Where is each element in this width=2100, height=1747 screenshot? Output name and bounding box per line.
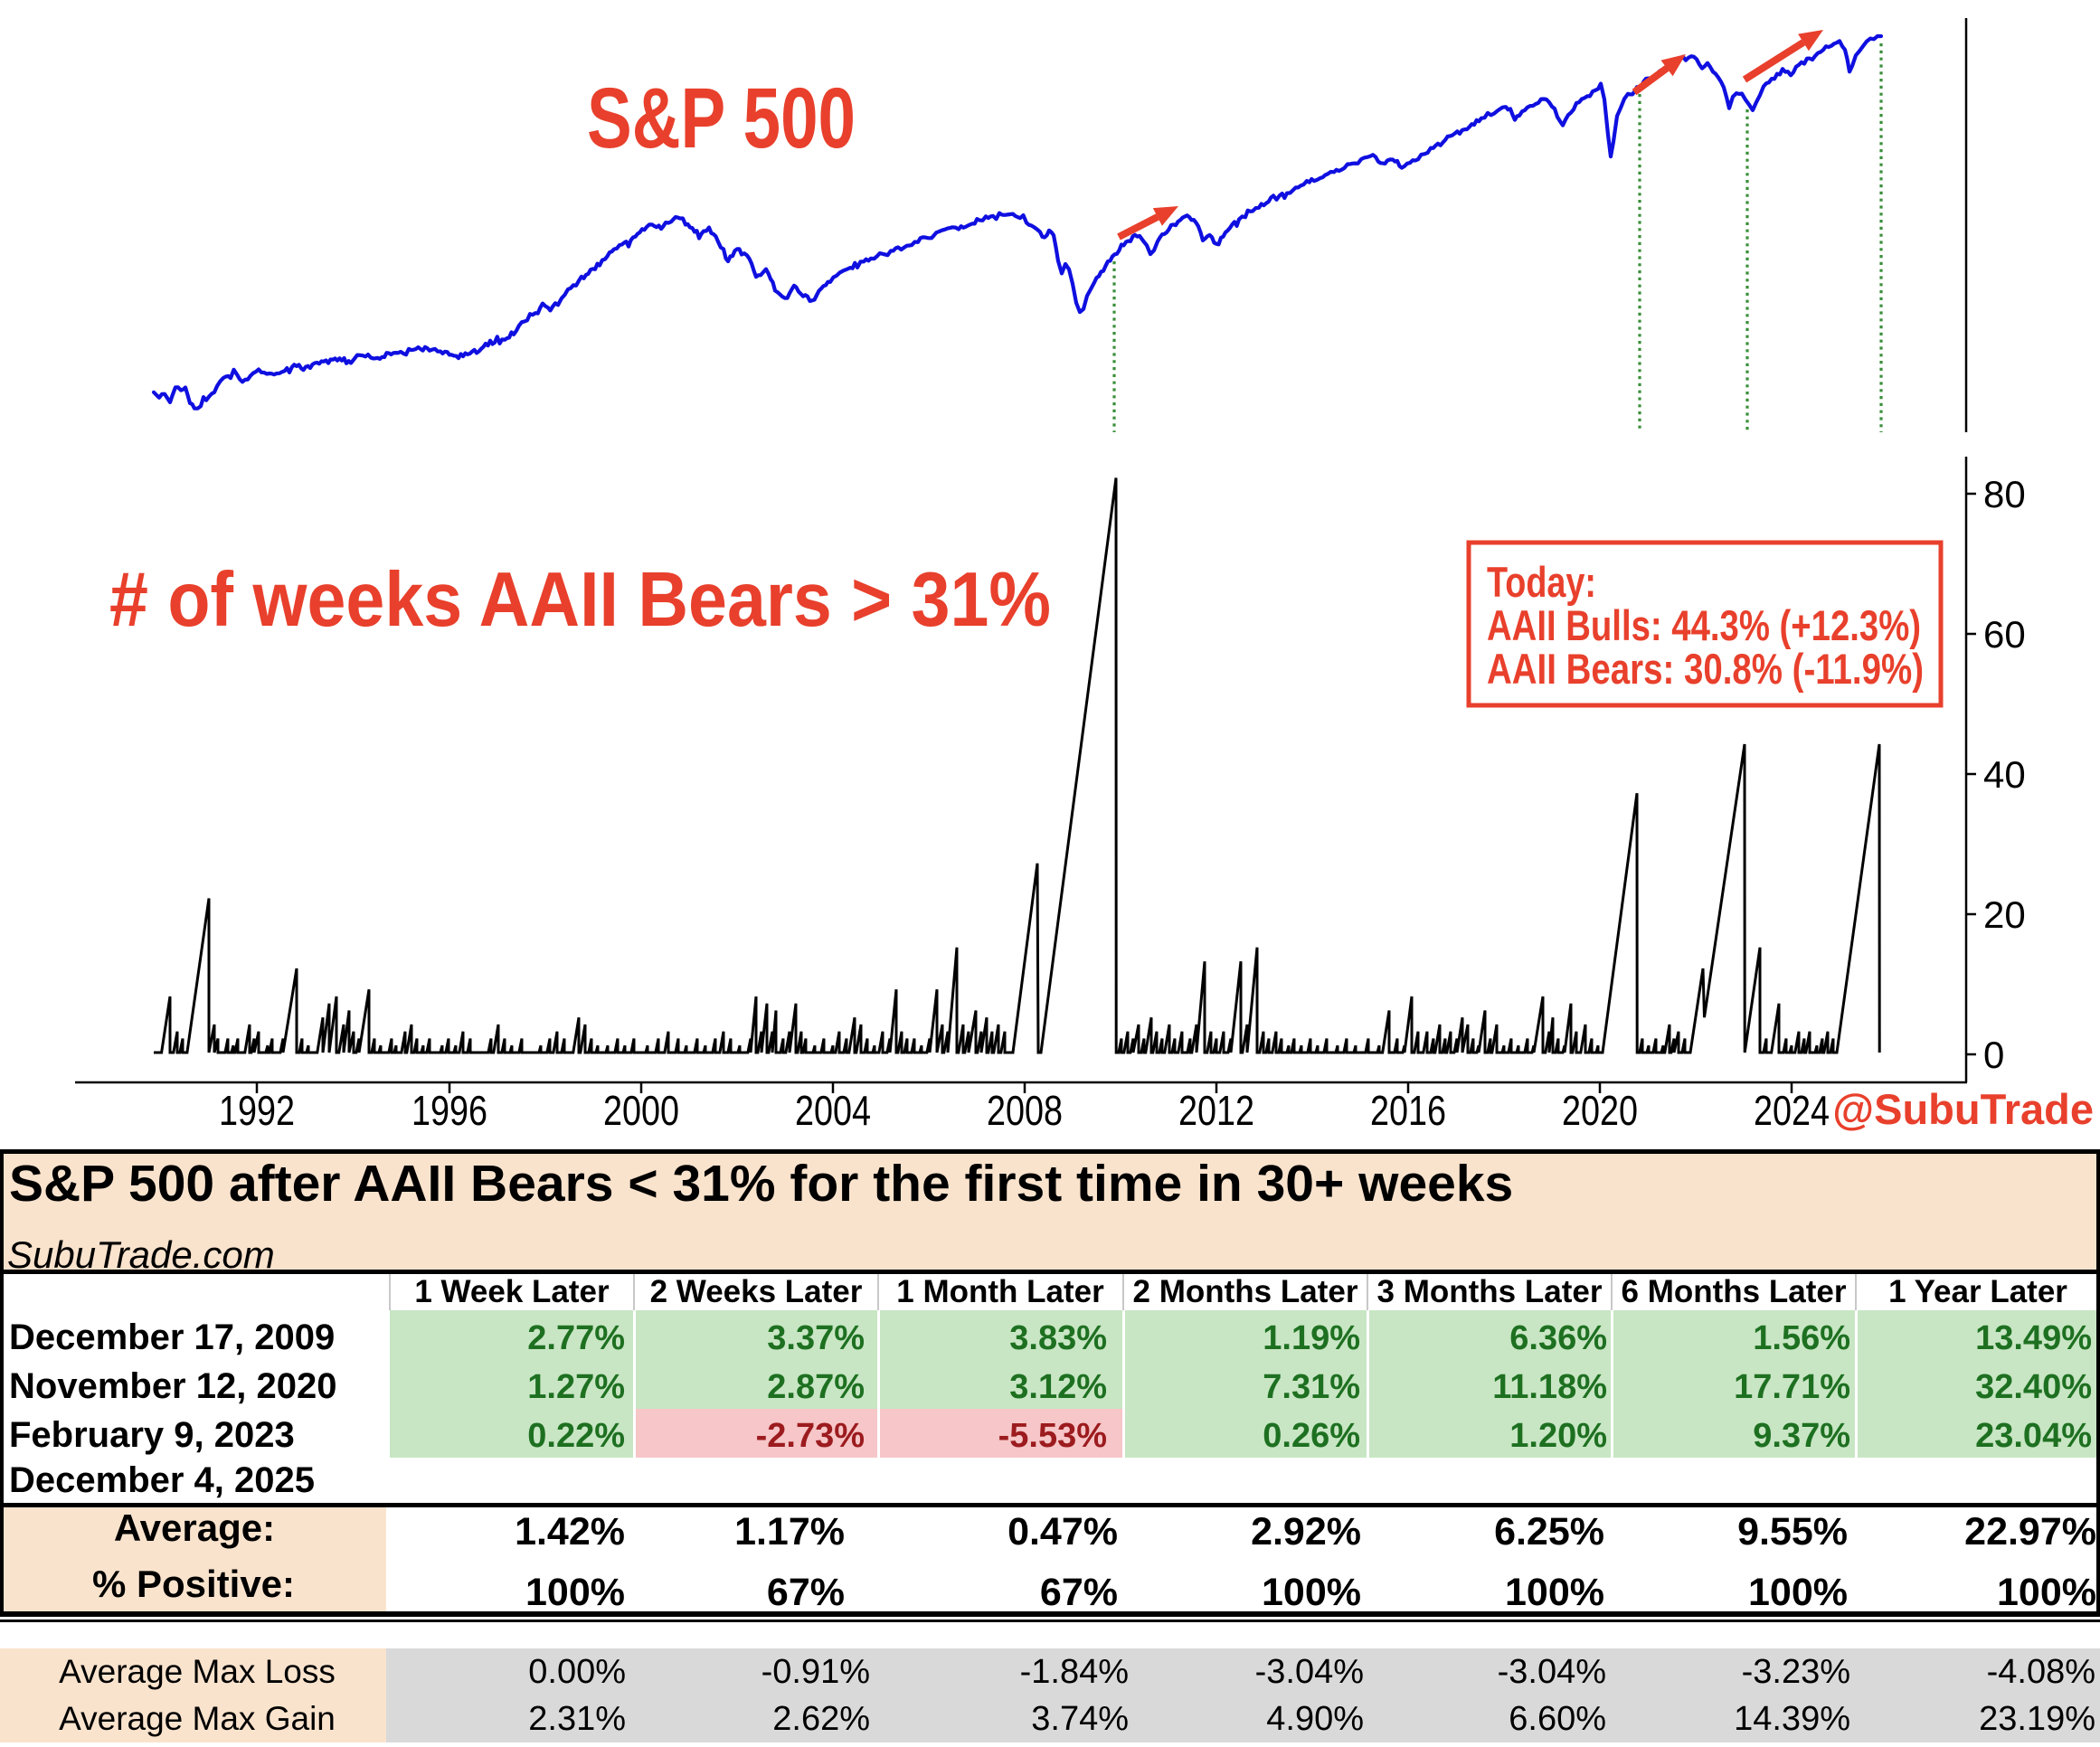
svg-text:1.20%: 1.20% — [1509, 1417, 1607, 1455]
svg-text:-1.84%: -1.84% — [1020, 1653, 1129, 1691]
svg-text:3.83%: 3.83% — [1009, 1319, 1107, 1357]
svg-text:0.26%: 0.26% — [1263, 1417, 1360, 1455]
svg-text:2.92%: 2.92% — [1251, 1510, 1361, 1553]
svg-text:4.90%: 4.90% — [1266, 1700, 1364, 1738]
svg-text:1996: 1996 — [411, 1087, 487, 1134]
svg-text:1 Week Later: 1 Week Later — [414, 1274, 610, 1309]
svg-text:December 4, 2025: December 4, 2025 — [9, 1460, 315, 1500]
svg-text:2004: 2004 — [795, 1087, 871, 1134]
svg-text:0: 0 — [1983, 1034, 2004, 1076]
svg-text:6.36%: 6.36% — [1509, 1319, 1607, 1357]
svg-text:AAII Bears: 30.8% (-11.9%): AAII Bears: 30.8% (-11.9%) — [1487, 645, 1924, 693]
svg-text:67%: 67% — [1040, 1571, 1118, 1614]
svg-text:% Positive:: % Positive: — [92, 1563, 295, 1605]
svg-text:# of weeks AAII Bears > 31%: # of weeks AAII Bears > 31% — [109, 557, 1051, 643]
svg-text:9.37%: 9.37% — [1753, 1417, 1850, 1455]
svg-text:S&P 500: S&P 500 — [587, 71, 856, 166]
svg-text:December 17, 2009: December 17, 2009 — [9, 1317, 335, 1357]
svg-text:14.39%: 14.39% — [1734, 1700, 1850, 1738]
svg-text:6 Months Later: 6 Months Later — [1622, 1274, 1847, 1309]
svg-text:100%: 100% — [1997, 1571, 2096, 1614]
svg-text:100%: 100% — [525, 1571, 625, 1614]
svg-text:60: 60 — [1983, 613, 2026, 656]
svg-text:-2.73%: -2.73% — [756, 1417, 865, 1455]
svg-text:11.18%: 11.18% — [1492, 1368, 1607, 1406]
svg-text:2 Months Later: 2 Months Later — [1133, 1274, 1358, 1309]
svg-text:23.19%: 23.19% — [1979, 1700, 2095, 1738]
svg-text:1992: 1992 — [219, 1087, 295, 1134]
svg-text:-3.04%: -3.04% — [1255, 1653, 1364, 1691]
svg-text:3.74%: 3.74% — [1031, 1700, 1129, 1738]
svg-text:Average Max Gain: Average Max Gain — [59, 1700, 336, 1737]
svg-text:2.77%: 2.77% — [527, 1319, 625, 1357]
svg-text:Today:: Today: — [1487, 558, 1596, 606]
svg-text:2012: 2012 — [1178, 1087, 1254, 1134]
svg-text:-3.23%: -3.23% — [1742, 1653, 1850, 1691]
svg-text:100%: 100% — [1505, 1571, 1604, 1614]
svg-text:2 Weeks Later: 2 Weeks Later — [650, 1274, 863, 1309]
svg-text:6.25%: 6.25% — [1494, 1510, 1604, 1553]
svg-text:22.97%: 22.97% — [1964, 1510, 2096, 1553]
svg-text:3.12%: 3.12% — [1009, 1368, 1107, 1406]
svg-text:0.47%: 0.47% — [1007, 1510, 1118, 1553]
svg-text:100%: 100% — [1748, 1571, 1848, 1614]
svg-text:November 12, 2020: November 12, 2020 — [9, 1366, 336, 1406]
svg-text:February 9, 2023: February 9, 2023 — [9, 1415, 295, 1455]
svg-text:2020: 2020 — [1562, 1087, 1638, 1134]
svg-text:-5.53%: -5.53% — [998, 1417, 1107, 1455]
svg-text:7.31%: 7.31% — [1263, 1368, 1360, 1406]
svg-text:17.71%: 17.71% — [1734, 1368, 1850, 1406]
svg-text:-3.04%: -3.04% — [1498, 1653, 1606, 1691]
svg-text:2024: 2024 — [1754, 1087, 1830, 1134]
svg-text:3 Months Later: 3 Months Later — [1377, 1274, 1603, 1309]
svg-text:6.60%: 6.60% — [1509, 1700, 1606, 1738]
svg-text:1.56%: 1.56% — [1753, 1319, 1850, 1357]
svg-text:40: 40 — [1983, 753, 2026, 796]
svg-text:-4.08%: -4.08% — [1987, 1653, 2095, 1691]
svg-text:1 Year Later: 1 Year Later — [1888, 1274, 2067, 1309]
svg-text:2000: 2000 — [603, 1087, 679, 1134]
svg-text:13.49%: 13.49% — [1975, 1319, 2092, 1357]
svg-text:0.22%: 0.22% — [527, 1417, 625, 1455]
svg-text:@SubuTrade: @SubuTrade — [1832, 1085, 2094, 1133]
svg-text:2.31%: 2.31% — [528, 1700, 626, 1738]
svg-text:3.37%: 3.37% — [767, 1319, 865, 1357]
svg-text:-0.91%: -0.91% — [761, 1653, 870, 1691]
svg-text:23.04%: 23.04% — [1975, 1417, 2092, 1455]
svg-text:Average Max Loss: Average Max Loss — [59, 1653, 336, 1690]
svg-text:0.00%: 0.00% — [528, 1653, 626, 1691]
svg-text:2.87%: 2.87% — [767, 1368, 865, 1406]
svg-text:100%: 100% — [1262, 1571, 1361, 1614]
svg-text:67%: 67% — [767, 1571, 845, 1614]
svg-text:9.55%: 9.55% — [1737, 1510, 1848, 1553]
svg-text:1 Month Later: 1 Month Later — [896, 1274, 1104, 1309]
svg-text:SubuTrade.com: SubuTrade.com — [7, 1233, 275, 1276]
svg-text:1.19%: 1.19% — [1263, 1319, 1360, 1357]
svg-text:2016: 2016 — [1370, 1087, 1446, 1134]
svg-text:80: 80 — [1983, 473, 2026, 515]
svg-text:1.17%: 1.17% — [734, 1510, 845, 1553]
svg-text:S&P 500 after AAII Bears < 31%: S&P 500 after AAII Bears < 31% for the f… — [9, 1155, 1513, 1213]
svg-text:2.62%: 2.62% — [772, 1700, 870, 1738]
svg-text:2008: 2008 — [987, 1087, 1063, 1134]
svg-text:32.40%: 32.40% — [1975, 1368, 2092, 1406]
svg-text:20: 20 — [1983, 893, 2026, 936]
svg-text:Average:: Average: — [114, 1506, 275, 1549]
svg-text:AAII Bulls: 44.3% (+12.3%): AAII Bulls: 44.3% (+12.3%) — [1487, 601, 1921, 649]
svg-text:1.42%: 1.42% — [515, 1510, 625, 1553]
svg-text:1.27%: 1.27% — [527, 1368, 625, 1406]
